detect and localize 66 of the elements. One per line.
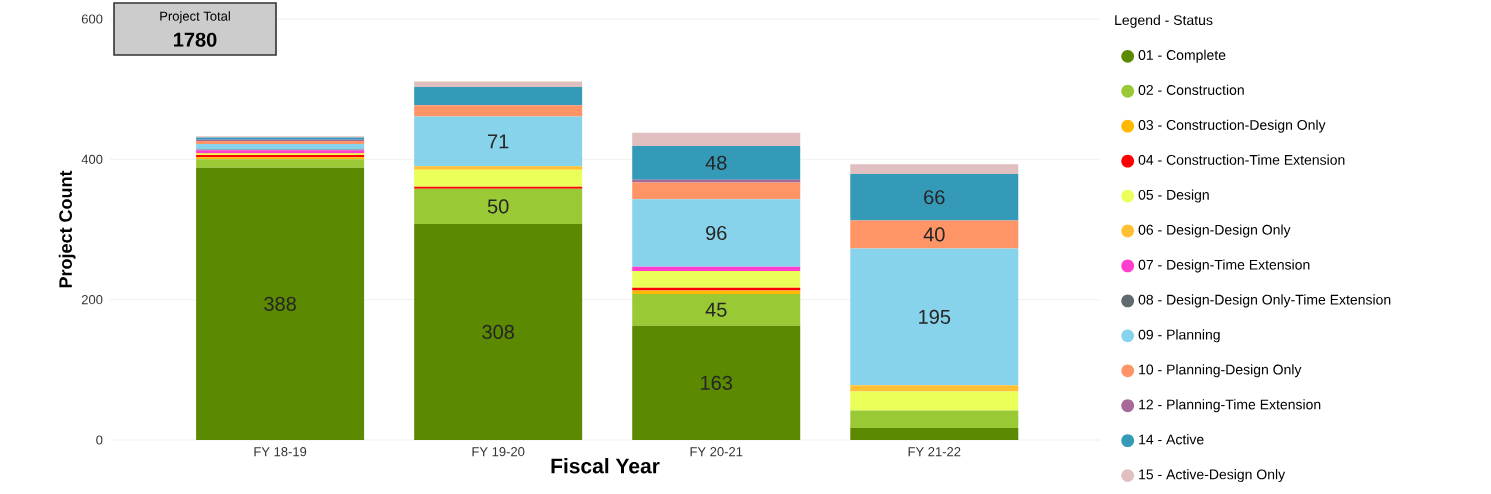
bar <box>850 248 1019 386</box>
y-tick-label: 200 <box>81 295 103 305</box>
legend-label: 04 - Construction-Time Extension <box>1138 154 1345 165</box>
bar <box>850 164 1019 175</box>
y-tick-label: 400 <box>81 154 103 164</box>
bar <box>414 169 583 187</box>
data-label: 308 <box>482 324 514 340</box>
bar <box>632 287 801 291</box>
bar <box>850 428 1019 440</box>
legend-label: 01 - Complete <box>1138 49 1226 63</box>
bar <box>196 159 365 168</box>
data-label: 71 <box>488 134 509 149</box>
x-axis-title: Fiscal Year <box>551 458 660 474</box>
data-label: 163 <box>701 375 733 390</box>
bar <box>850 220 1019 249</box>
bar <box>632 294 801 326</box>
x-tick-label: FY 20-21 <box>690 447 743 457</box>
legend-label: 14 - Active <box>1139 434 1204 445</box>
bar <box>196 143 365 150</box>
legend-label: 09 - Planning <box>1138 329 1220 343</box>
bar <box>632 199 801 267</box>
bar <box>850 410 1019 429</box>
x-tick-label: FY 21-22 <box>908 447 961 457</box>
data-label: 195 <box>919 309 951 324</box>
bar <box>632 325 801 440</box>
bar <box>850 385 1019 392</box>
legend-label: 12 - Planning-Time Extension <box>1139 399 1321 413</box>
y-axis-title: Project Count <box>58 170 76 288</box>
legend-label: 07 - Design-Time Extension <box>1138 259 1310 273</box>
legend-label: 10 - Planning-Design Only <box>1139 364 1302 378</box>
y-tick-label: 0 <box>96 435 103 445</box>
data-label: 40 <box>923 227 945 242</box>
data-label: 50 <box>487 199 509 214</box>
annotation: Project Total <box>160 11 230 24</box>
bar <box>196 167 365 440</box>
legend-title: Legend - Status <box>1115 14 1213 28</box>
legend-label: 03 - Construction-Design Only <box>1138 119 1326 133</box>
data-label: 388 <box>264 296 296 311</box>
bar <box>414 87 583 106</box>
bar <box>414 116 583 167</box>
bar <box>632 270 801 288</box>
x-tick-label: FY 19-20 <box>472 447 525 457</box>
bar <box>632 132 801 146</box>
bar <box>414 166 583 170</box>
bar <box>850 391 1019 411</box>
bar <box>632 182 801 200</box>
data-label: 96 <box>706 225 727 241</box>
legend-label: 08 - Design-Design Only-Time Extension <box>1138 294 1391 308</box>
data-label: 66 <box>924 190 945 205</box>
legend-label: 06 - Design-Design Only <box>1138 224 1291 238</box>
bar <box>414 188 583 224</box>
bar <box>414 81 583 88</box>
bar <box>632 146 801 180</box>
bar <box>414 186 583 189</box>
bar <box>414 223 583 440</box>
legend-label: 02 - Construction <box>1138 84 1244 95</box>
annotation: 1780 <box>174 32 217 47</box>
y-tick-label: 600 <box>81 14 103 24</box>
x-tick-label: FY 18-19 <box>254 447 307 457</box>
bar <box>632 266 801 271</box>
data-label: 45 <box>705 302 727 317</box>
data-label: 48 <box>705 155 727 170</box>
legend-label: 05 - Design <box>1138 189 1209 203</box>
bar <box>850 174 1019 221</box>
legend-label: 15 - Active-Design Only <box>1139 469 1286 483</box>
bar <box>414 105 583 117</box>
